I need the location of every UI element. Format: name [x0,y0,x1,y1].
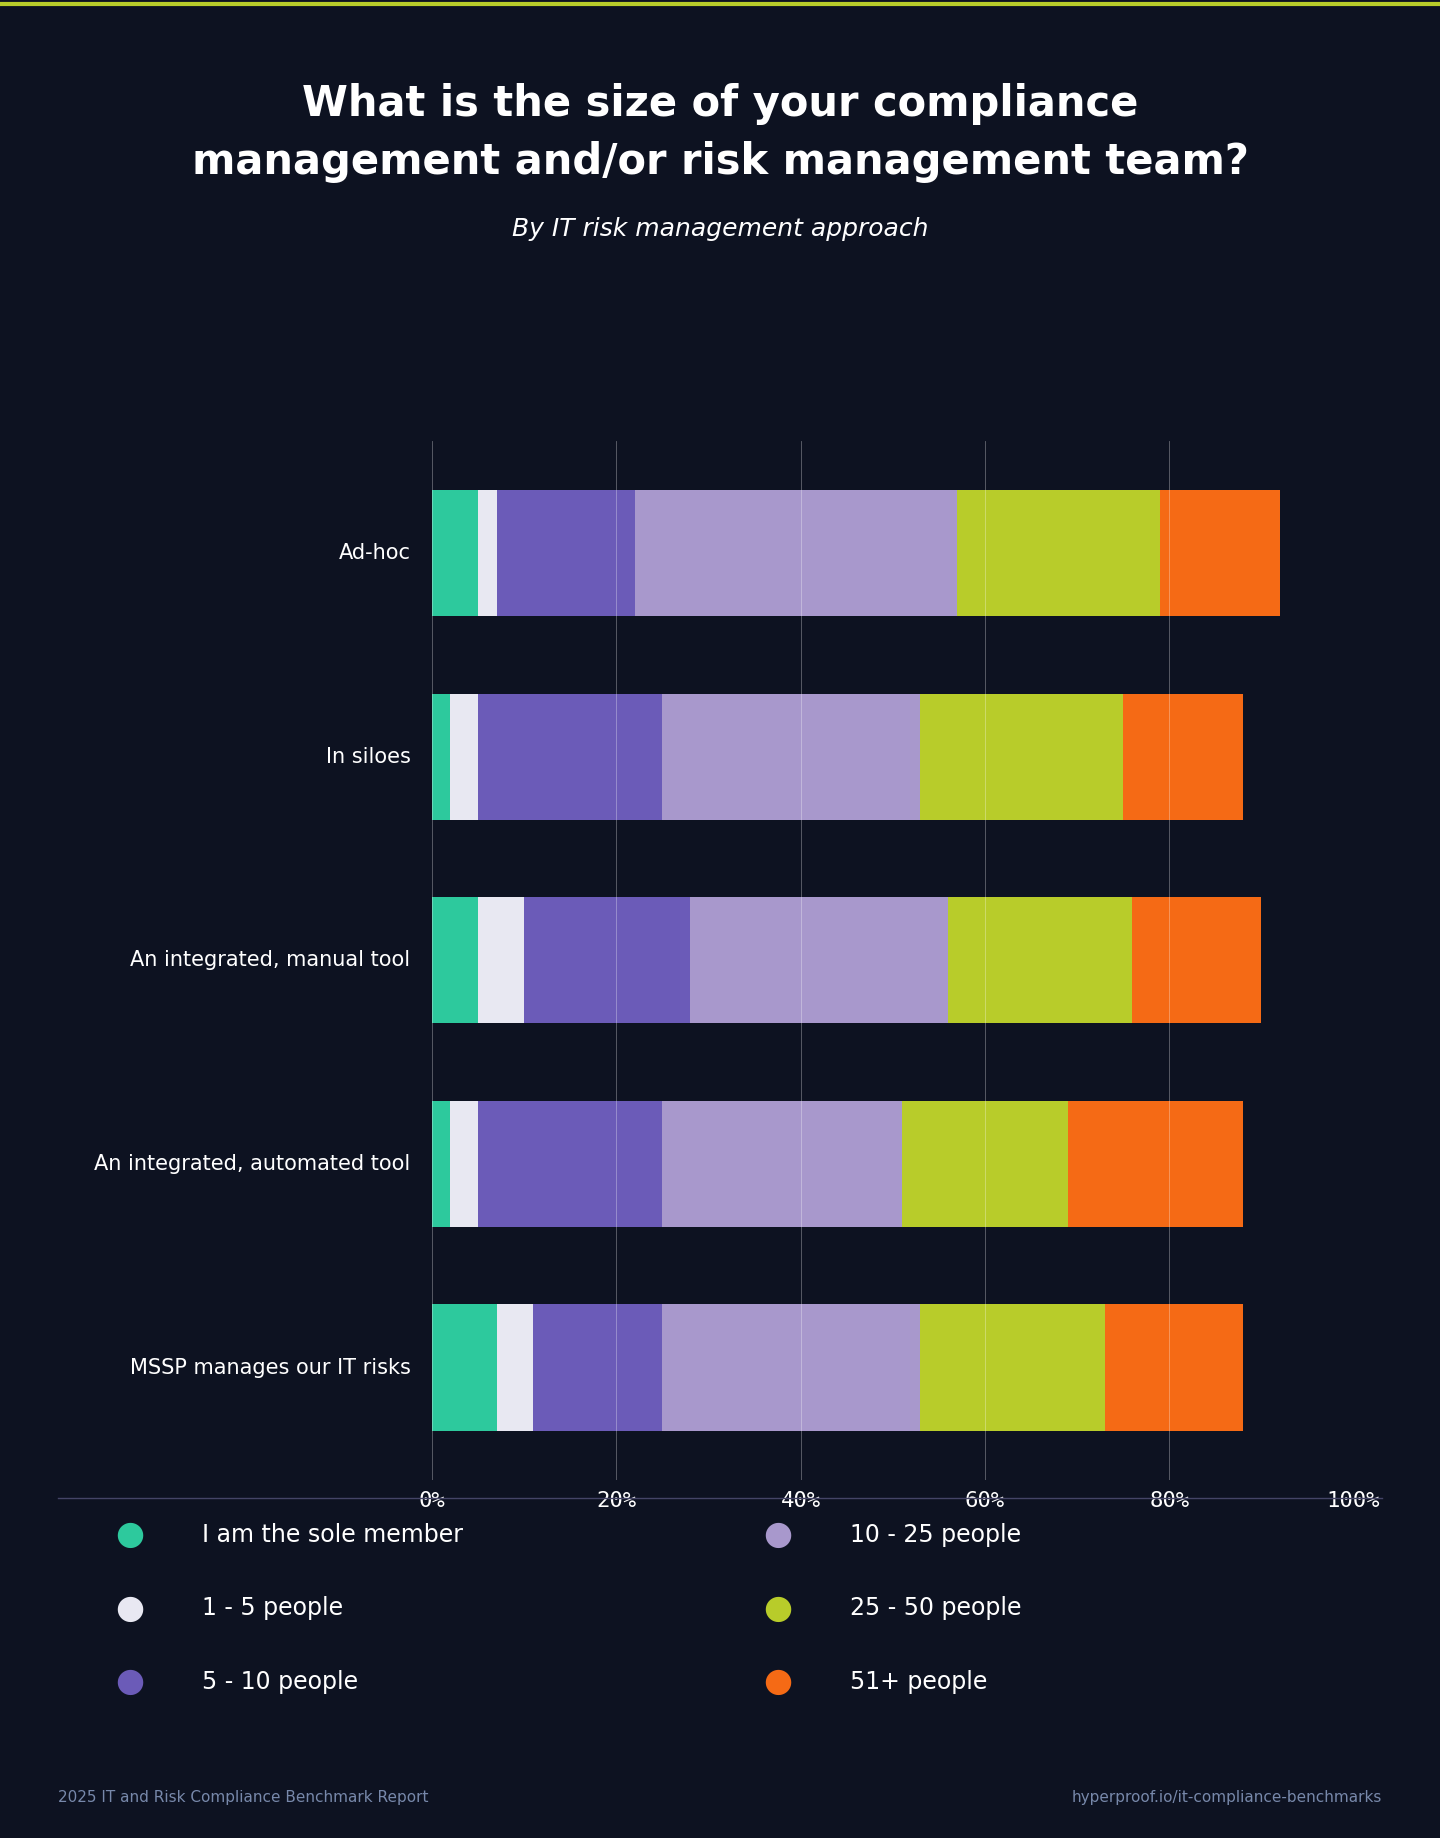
Text: An integrated, manual tool: An integrated, manual tool [130,950,410,970]
Text: 5 - 10 people: 5 - 10 people [202,1669,357,1695]
Bar [1132,897,1261,1024]
Bar [497,1305,533,1430]
Bar [1161,491,1280,616]
Text: An integrated, automated tool: An integrated, automated tool [94,1154,410,1174]
Bar [958,491,1161,616]
Bar [920,693,1123,820]
Text: 2025 IT and Risk Compliance Benchmark Report: 2025 IT and Risk Compliance Benchmark Re… [58,1790,428,1805]
Bar [533,1305,662,1430]
Bar [948,897,1132,1024]
Text: 1 - 5 people: 1 - 5 people [202,1595,343,1621]
Bar [1104,1305,1243,1430]
Text: ●: ● [763,1518,792,1551]
Text: ●: ● [763,1592,792,1625]
Bar [432,491,478,616]
Bar [478,897,524,1024]
Bar [901,1101,1068,1228]
Text: By IT risk management approach: By IT risk management approach [511,217,929,241]
Bar [662,693,920,820]
Text: MSSP manages our IT risks: MSSP manages our IT risks [130,1358,410,1378]
Bar [497,491,635,616]
Bar [1068,1101,1243,1228]
Bar [432,693,451,820]
Text: ●: ● [115,1518,144,1551]
Bar [451,693,478,820]
Bar [451,1101,478,1228]
Bar [432,1101,451,1228]
Bar [920,1305,1104,1430]
Text: ●: ● [763,1665,792,1698]
Text: ●: ● [115,1592,144,1625]
Text: I am the sole member: I am the sole member [202,1522,462,1548]
Text: 10 - 25 people: 10 - 25 people [850,1522,1021,1548]
Bar [478,1101,662,1228]
Text: 25 - 50 people: 25 - 50 people [850,1595,1021,1621]
Bar [635,491,958,616]
Bar [478,693,662,820]
Text: Ad-hoc: Ad-hoc [338,542,410,562]
Bar [662,1305,920,1430]
Text: In siloes: In siloes [325,746,410,766]
Bar [662,1101,901,1228]
Bar [1123,693,1243,820]
Text: 51+ people: 51+ people [850,1669,986,1695]
Text: hyperproof.io/it-compliance-benchmarks: hyperproof.io/it-compliance-benchmarks [1071,1790,1382,1805]
Bar [432,897,478,1024]
Bar [478,491,497,616]
Bar [432,1305,497,1430]
Bar [690,897,948,1024]
Text: ●: ● [115,1665,144,1698]
Text: What is the size of your compliance
management and/or risk management team?: What is the size of your compliance mana… [192,83,1248,184]
Bar [524,897,690,1024]
